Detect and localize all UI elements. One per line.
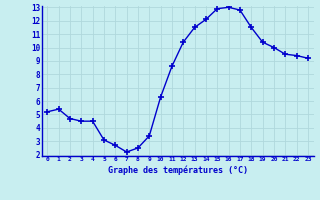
X-axis label: Graphe des températures (°C): Graphe des températures (°C)	[108, 165, 248, 175]
